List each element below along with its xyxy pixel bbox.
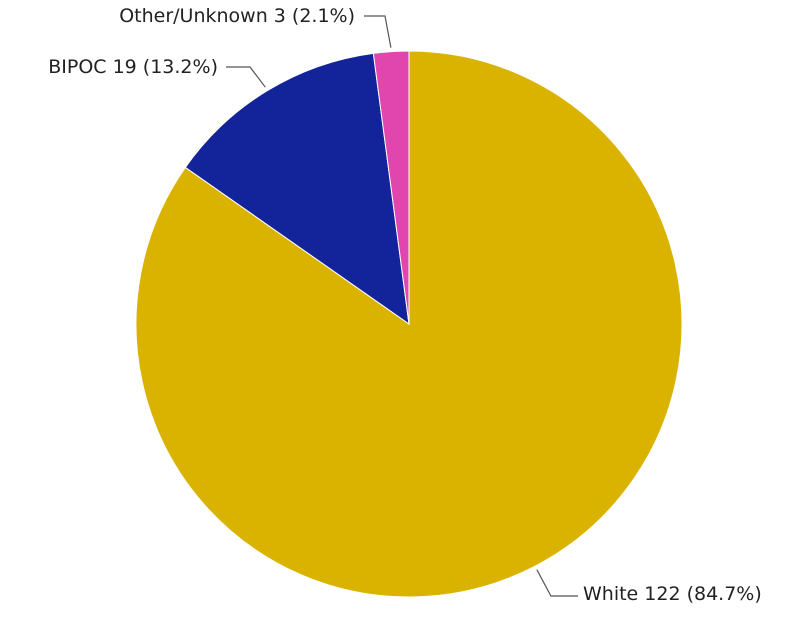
leader-line-white [536,569,578,597]
slice-label-white: White 122 (84.7%) [583,583,762,605]
pie-slice-white [135,50,683,598]
labels-layer: White 122 (84.7%) BIPOC 19 (13.2%) Other/U… [48,5,762,605]
slices-layer [135,50,683,598]
leader-line-other-unknown [364,15,392,48]
slice-label-bipoc: BIPOC 19 (13.2%) [48,56,218,78]
pie-slice-other-unknown [372,50,410,325]
pie-slice-bipoc [184,52,410,326]
slice-label-other-unknown: Other/Unknown 3 (2.1%) [119,5,355,27]
leader-line-bipoc [226,66,266,88]
leader-lines-layer [226,15,578,597]
